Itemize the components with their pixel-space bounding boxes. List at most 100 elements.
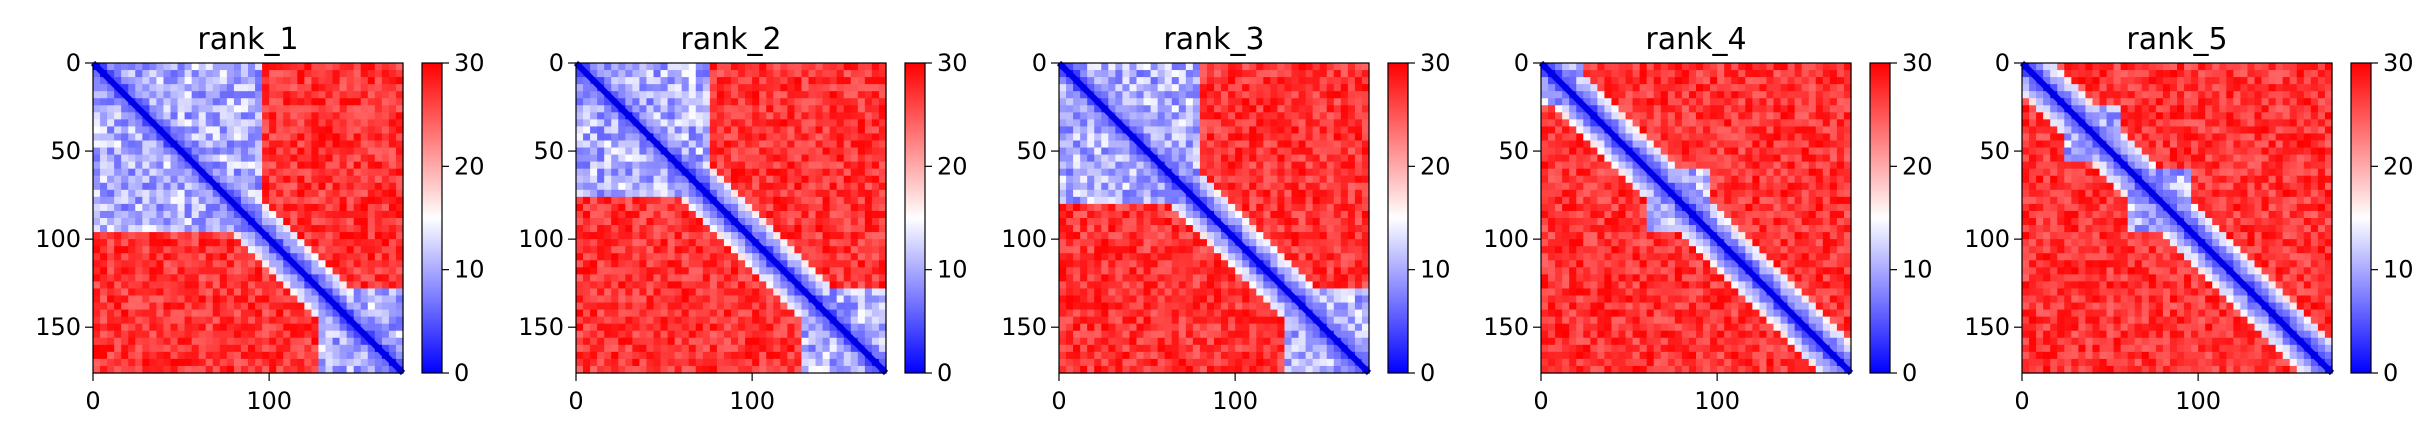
heatmap-cell	[149, 91, 158, 99]
heatmap-cell	[1122, 119, 1131, 128]
heatmap-cell	[723, 365, 732, 374]
heatmap-cell	[219, 288, 228, 297]
heatmap-cell	[177, 133, 186, 142]
heatmap-cell	[815, 309, 824, 318]
heatmap-cell	[142, 337, 150, 346]
heatmap-cell	[346, 295, 355, 304]
heatmap-cell	[1087, 161, 1095, 170]
heatmap-cell	[829, 203, 838, 212]
heatmap-cell	[864, 365, 873, 374]
heatmap-cell	[149, 203, 158, 212]
heatmap-cell	[149, 351, 158, 360]
heatmap-cell	[674, 309, 683, 318]
heatmap-cell	[233, 77, 242, 85]
heatmap-cell	[759, 260, 767, 268]
heatmap-cell	[1263, 196, 1271, 205]
heatmap-cell	[318, 281, 327, 290]
heatmap-cell	[773, 239, 781, 247]
heatmap-cell	[269, 140, 277, 149]
heatmap-cell	[170, 203, 179, 212]
heatmap-cell	[646, 175, 655, 184]
colorbar-tick-label: 0	[454, 359, 469, 387]
heatmap-cell	[283, 210, 291, 219]
heatmap-cell	[332, 267, 341, 275]
heatmap-cell	[163, 77, 172, 85]
heatmap-cell	[1199, 189, 1208, 198]
heatmap-cell	[248, 126, 256, 135]
heatmap-cell	[1326, 70, 1335, 78]
heatmap-cell	[864, 316, 873, 325]
heatmap-cell	[1354, 77, 1363, 85]
heatmap-cell	[723, 358, 732, 367]
heatmap-cell	[163, 330, 172, 339]
heatmap-cell	[878, 351, 887, 360]
heatmap-cell	[653, 330, 662, 339]
heatmap-cell	[723, 267, 732, 275]
heatmap-cell	[297, 126, 305, 135]
diagonal-band	[90, 60, 406, 376]
heatmap-cell	[1333, 77, 1342, 85]
heatmap-cell	[773, 302, 781, 311]
heatmap-cell	[388, 337, 397, 346]
heatmap-cell	[815, 288, 824, 297]
heatmap-cell	[1235, 203, 1243, 212]
heatmap-cell	[822, 253, 831, 261]
heatmap-cell	[857, 232, 866, 240]
heatmap-cell	[618, 196, 626, 205]
heatmap-cell	[604, 77, 612, 85]
heatmap-cell	[93, 168, 101, 177]
heatmap-cell	[93, 203, 101, 212]
heatmap-cell	[1192, 133, 1201, 142]
heatmap-cell	[780, 295, 788, 304]
heatmap-cell	[1073, 119, 1081, 128]
heatmap-cell	[100, 344, 108, 353]
heatmap-cell	[93, 330, 101, 339]
heatmap-cell	[304, 323, 313, 332]
heatmap-cell	[674, 91, 683, 99]
heatmap-cell	[695, 260, 704, 268]
heatmap-cell	[766, 119, 774, 128]
heatmap-cell	[752, 358, 760, 367]
heatmap-cell	[709, 288, 718, 297]
heatmap-cell	[226, 295, 235, 304]
heatmap-cell	[1256, 161, 1264, 170]
heatmap-cell	[1319, 175, 1328, 184]
heatmap-cell	[1228, 133, 1236, 142]
heatmap-cell	[395, 344, 404, 353]
heatmap-cell	[611, 365, 619, 374]
heatmap-cell	[290, 295, 298, 304]
heatmap-cell	[128, 365, 136, 374]
heatmap-cell	[311, 288, 320, 297]
heatmap-cell	[815, 225, 824, 233]
heatmap-cell	[871, 302, 880, 311]
heatmap-cell	[395, 140, 404, 149]
heatmap-cell	[611, 147, 619, 156]
heatmap-cell	[738, 239, 746, 247]
heatmap-cell	[759, 182, 767, 191]
heatmap-cell	[142, 161, 150, 170]
heatmap-cell	[325, 225, 334, 233]
heatmap-cell	[191, 358, 200, 367]
heatmap-cell	[1115, 133, 1124, 142]
heatmap-cell	[766, 351, 774, 360]
heatmap-cell	[184, 119, 193, 128]
heatmap-cell	[604, 70, 612, 78]
heatmap-cell	[1256, 70, 1264, 78]
heatmap-cell	[149, 112, 158, 120]
heatmap-cell	[367, 330, 376, 339]
heatmap-cell	[780, 140, 788, 149]
heatmap-cell	[731, 316, 739, 325]
heatmap-cell	[1143, 70, 1152, 78]
heatmap-cell	[857, 189, 866, 198]
heatmap-cell	[1199, 175, 1208, 184]
heatmap-cell	[1319, 112, 1328, 120]
heatmap-cell	[1277, 133, 1286, 142]
heatmap-cell	[1101, 63, 1109, 71]
heatmap-cell	[738, 91, 746, 99]
heatmap-cell	[1326, 161, 1335, 170]
heatmap-cell	[674, 154, 683, 163]
heatmap-cell	[1249, 210, 1257, 219]
heatmap-cell	[752, 288, 760, 297]
heatmap-cell	[625, 196, 633, 205]
heatmap-cell	[794, 112, 803, 120]
